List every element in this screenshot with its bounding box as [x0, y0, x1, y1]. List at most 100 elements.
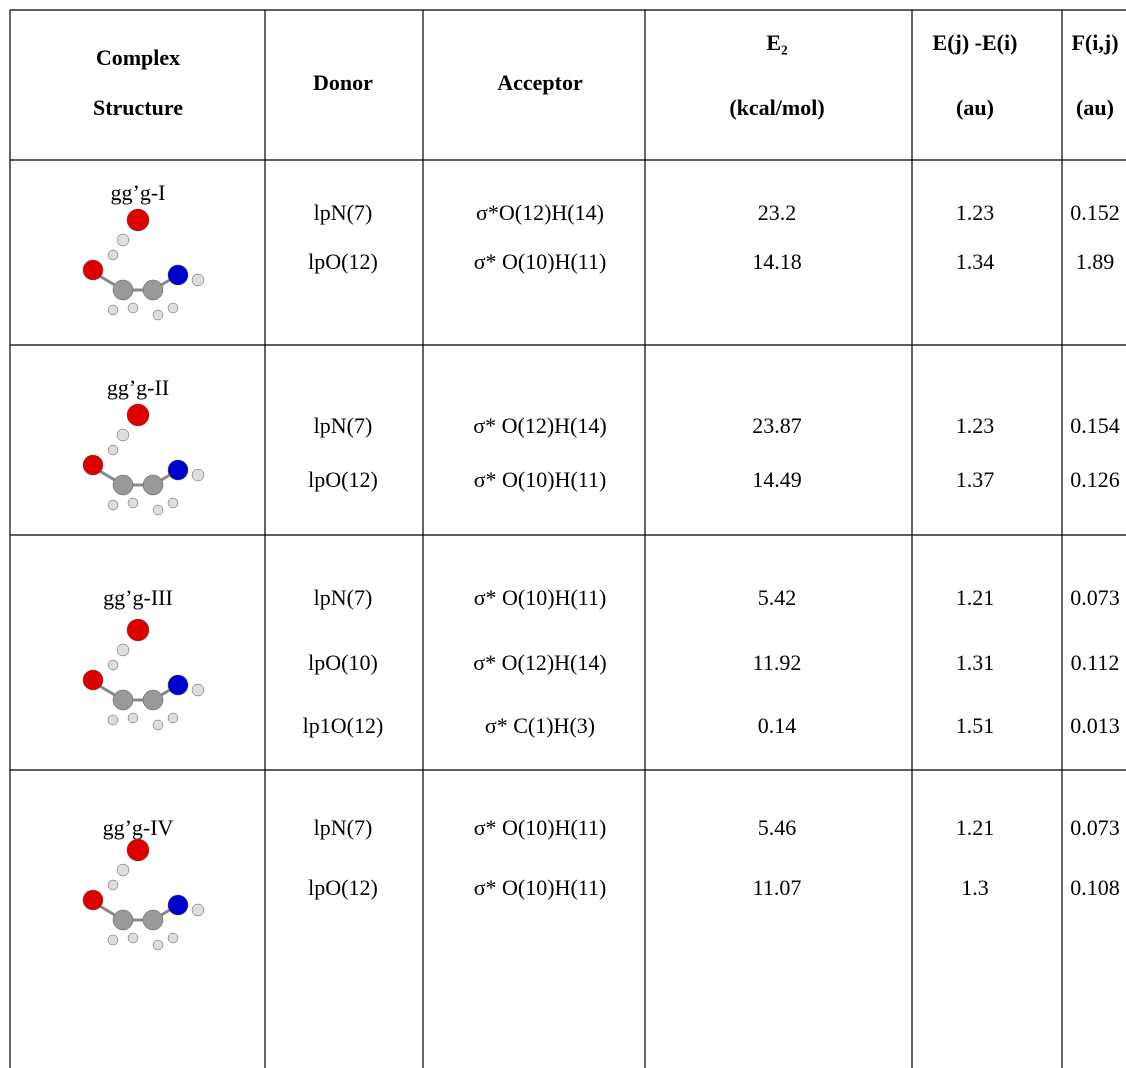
cell-text: 11.92 [753, 650, 802, 675]
atom [192, 274, 204, 286]
header-text: F(i,j) [1071, 30, 1118, 55]
structure-name: gg’g-II [107, 375, 169, 400]
header-text: E₂ [766, 30, 788, 55]
cell-text: 1.37 [956, 467, 995, 492]
cell-text: lpO(10) [308, 650, 378, 675]
atom [83, 890, 103, 910]
header-text: Complex [96, 45, 180, 70]
structure-name: gg’g-IV [103, 815, 174, 840]
cell-text: lpN(7) [314, 815, 373, 840]
atom [168, 498, 178, 508]
atom [153, 720, 163, 730]
atom [127, 839, 149, 861]
atom [113, 475, 133, 495]
cell-text: 1.23 [956, 413, 995, 438]
cell-text: 23.87 [752, 413, 802, 438]
cell-text: 0.14 [758, 713, 797, 738]
atom [117, 429, 129, 441]
cell-text: 0.126 [1070, 467, 1120, 492]
cell-text: 14.49 [752, 467, 802, 492]
atom [168, 895, 188, 915]
atom [108, 500, 118, 510]
atom [153, 940, 163, 950]
atom [192, 904, 204, 916]
molecule [83, 209, 204, 320]
atom [108, 445, 118, 455]
atom [127, 404, 149, 426]
atom [168, 460, 188, 480]
atom [127, 619, 149, 641]
atom [153, 310, 163, 320]
cell-text: lpO(12) [308, 249, 378, 274]
atom [113, 690, 133, 710]
atom [153, 505, 163, 515]
cell-text: 5.42 [758, 585, 797, 610]
cell-text: 1.34 [956, 249, 995, 274]
atom [143, 910, 163, 930]
atom [108, 880, 118, 890]
table: Complex Structure Donor Acceptor E₂ (kcal/mol… [0, 0, 1126, 1068]
atom [143, 280, 163, 300]
atom [192, 469, 204, 481]
cell-text: 0.112 [1071, 650, 1120, 675]
atom [143, 690, 163, 710]
atom [128, 713, 138, 723]
cell-text: 0.154 [1070, 413, 1120, 438]
atom [117, 234, 129, 246]
cell-text: σ* O(12)H(14) [473, 413, 606, 438]
header-text: Acceptor [497, 70, 583, 95]
header-text: Donor [313, 70, 373, 95]
atom [168, 303, 178, 313]
cell-text: 5.46 [758, 815, 797, 840]
cell-text: lp1O(12) [303, 713, 384, 738]
molecule [83, 619, 204, 730]
atom [83, 260, 103, 280]
atom [168, 933, 178, 943]
header-text: E(j) -E(i) [933, 30, 1018, 55]
header-text: Structure [93, 95, 183, 120]
cell-text: 11.07 [753, 875, 802, 900]
structure-name: gg’g-III [103, 585, 173, 610]
atom [117, 644, 129, 656]
cell-text: lpN(7) [314, 200, 373, 225]
header-text: (kcal/mol) [729, 95, 824, 120]
atom [127, 209, 149, 231]
atom [108, 305, 118, 315]
atom [108, 715, 118, 725]
atom [113, 910, 133, 930]
cell-text: 0.152 [1070, 200, 1120, 225]
molecule [83, 404, 204, 515]
atom [168, 265, 188, 285]
cell-text: 0.073 [1070, 815, 1120, 840]
cell-text: σ* O(10)H(11) [474, 875, 607, 900]
atom [168, 713, 178, 723]
cell-text: lpO(12) [308, 467, 378, 492]
header-text: (au) [1076, 95, 1114, 120]
cell-text: σ* O(12)H(14) [473, 650, 606, 675]
header-text: (au) [956, 95, 994, 120]
atom [108, 935, 118, 945]
cell-text: σ* O(10)H(11) [474, 467, 607, 492]
cell-text: 0.073 [1070, 585, 1120, 610]
cell-text: σ*O(12)H(14) [476, 200, 604, 225]
cell-text: σ* O(10)H(11) [474, 585, 607, 610]
molecule [83, 839, 204, 950]
cell-text: σ* C(1)H(3) [485, 713, 595, 738]
atom [108, 660, 118, 670]
cell-text: 1.89 [1076, 249, 1115, 274]
atom [143, 475, 163, 495]
atom [128, 933, 138, 943]
atom [168, 675, 188, 695]
cell-text: lpO(12) [308, 875, 378, 900]
structure-name: gg’g-I [111, 180, 166, 205]
cell-text: 1.51 [956, 713, 995, 738]
cell-text: 14.18 [752, 249, 802, 274]
atom [108, 250, 118, 260]
atom [113, 280, 133, 300]
cell-text: 1.21 [956, 585, 995, 610]
cell-text: lpN(7) [314, 413, 373, 438]
cell-text: 1.3 [961, 875, 989, 900]
cell-text: σ* O(10)H(11) [474, 249, 607, 274]
cell-text: 1.21 [956, 815, 995, 840]
atom [83, 455, 103, 475]
